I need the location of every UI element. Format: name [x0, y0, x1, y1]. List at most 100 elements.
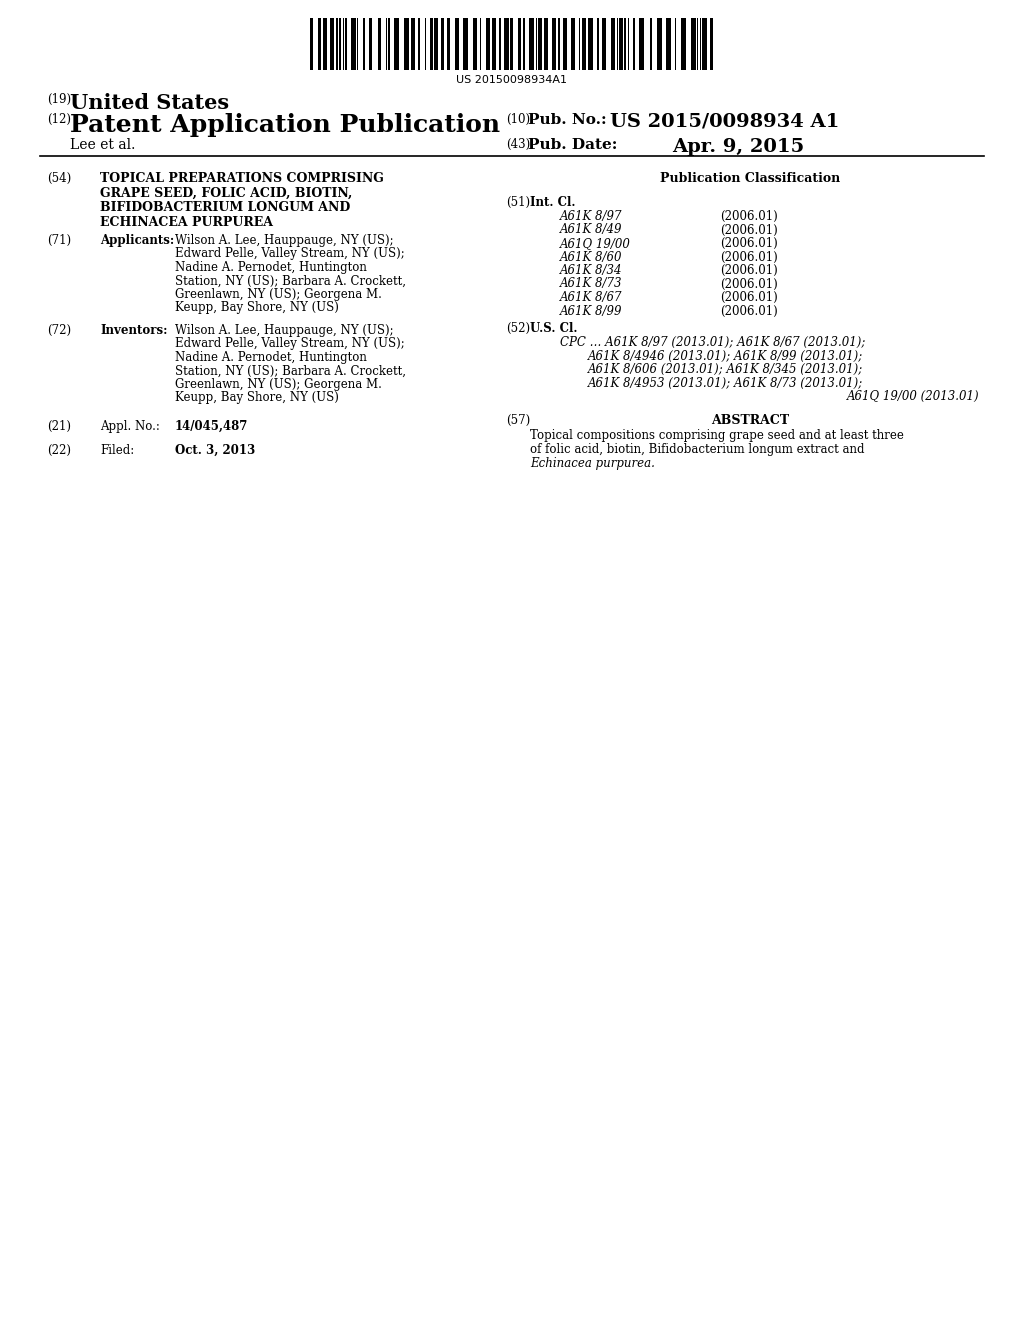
Bar [639, 18, 644, 70]
Bar [563, 18, 567, 70]
Bar [701, 18, 707, 70]
Text: (10): (10) [506, 114, 530, 125]
Bar [370, 18, 373, 70]
Text: Int. Cl.: Int. Cl. [530, 195, 575, 209]
Bar [558, 18, 560, 70]
Text: (12): (12) [47, 114, 71, 125]
Text: Echinacea purpurea.: Echinacea purpurea. [530, 457, 655, 470]
Text: A61K 8/97: A61K 8/97 [560, 210, 623, 223]
Text: A61Q 19/00 (2013.01): A61Q 19/00 (2013.01) [848, 389, 980, 403]
Text: A61Q 19/00: A61Q 19/00 [560, 238, 631, 249]
Text: Nadine A. Pernodet, Huntington: Nadine A. Pernodet, Huntington [175, 351, 367, 364]
Text: (2006.01): (2006.01) [720, 290, 778, 304]
Text: ABSTRACT: ABSTRACT [711, 413, 790, 426]
Text: Keupp, Bay Shore, NY (US): Keupp, Bay Shore, NY (US) [175, 301, 339, 314]
Text: A61K 8/4946 (2013.01); A61K 8/99 (2013.01);: A61K 8/4946 (2013.01); A61K 8/99 (2013.0… [588, 350, 863, 363]
Text: (2006.01): (2006.01) [720, 305, 778, 318]
Text: (2006.01): (2006.01) [720, 238, 778, 249]
Text: Station, NY (US); Barbara A. Crockett,: Station, NY (US); Barbara A. Crockett, [175, 364, 406, 378]
Text: Oct. 3, 2013: Oct. 3, 2013 [175, 444, 255, 457]
Bar [387, 18, 389, 70]
Bar [571, 18, 574, 70]
Bar [544, 18, 548, 70]
Bar [330, 18, 334, 70]
Bar [500, 18, 502, 70]
Bar [493, 18, 497, 70]
Text: A61K 8/73: A61K 8/73 [560, 277, 623, 290]
Text: (72): (72) [47, 323, 71, 337]
Text: Appl. No.:: Appl. No.: [100, 420, 160, 433]
Bar [588, 18, 593, 70]
Text: Pub. No.:: Pub. No.: [528, 114, 606, 127]
Text: Inventors:: Inventors: [100, 323, 168, 337]
Text: United States: United States [70, 92, 229, 114]
Text: US 2015/0098934 A1: US 2015/0098934 A1 [610, 114, 840, 131]
Text: Patent Application Publication: Patent Application Publication [70, 114, 500, 137]
Text: BIFIDOBACTERIUM LONGUM AND: BIFIDOBACTERIUM LONGUM AND [100, 201, 350, 214]
Text: (22): (22) [47, 444, 71, 457]
Bar [649, 18, 651, 70]
Bar [691, 18, 696, 70]
Bar [511, 18, 512, 70]
Text: A61K 8/60: A61K 8/60 [560, 251, 623, 264]
Text: A61K 8/4953 (2013.01); A61K 8/73 (2013.01);: A61K 8/4953 (2013.01); A61K 8/73 (2013.0… [588, 376, 863, 389]
Text: Greenlawn, NY (US); Georgena M.: Greenlawn, NY (US); Georgena M. [175, 378, 382, 391]
Text: Nadine A. Pernodet, Huntington: Nadine A. Pernodet, Huntington [175, 261, 367, 275]
Bar [364, 18, 366, 70]
Bar [666, 18, 671, 70]
Bar [602, 18, 606, 70]
Bar [310, 18, 313, 70]
Text: of folic acid, biotin, Bifidobacterium longum extract and: of folic acid, biotin, Bifidobacterium l… [530, 444, 864, 455]
Text: A61K 8/49: A61K 8/49 [560, 223, 623, 236]
Bar [625, 18, 627, 70]
Bar [455, 18, 459, 70]
Text: Edward Pelle, Valley Stream, NY (US);: Edward Pelle, Valley Stream, NY (US); [175, 248, 404, 260]
Bar [582, 18, 586, 70]
Bar [710, 18, 713, 70]
Bar [656, 18, 662, 70]
Bar [517, 18, 520, 70]
Text: Greenlawn, NY (US); Georgena M.: Greenlawn, NY (US); Georgena M. [175, 288, 382, 301]
Bar [463, 18, 468, 70]
Text: Station, NY (US); Barbara A. Crockett,: Station, NY (US); Barbara A. Crockett, [175, 275, 406, 288]
Text: (71): (71) [47, 234, 71, 247]
Bar [538, 18, 542, 70]
Bar [318, 18, 322, 70]
Text: (52): (52) [506, 322, 530, 335]
Bar [418, 18, 420, 70]
Text: (51): (51) [506, 195, 530, 209]
Bar [403, 18, 409, 70]
Text: Apr. 9, 2015: Apr. 9, 2015 [672, 139, 804, 156]
Text: A61K 8/67: A61K 8/67 [560, 290, 623, 304]
Text: Pub. Date:: Pub. Date: [528, 139, 617, 152]
Bar [393, 18, 398, 70]
Bar [441, 18, 444, 70]
Text: (2006.01): (2006.01) [720, 210, 778, 223]
Text: Publication Classification: Publication Classification [659, 172, 840, 185]
Text: (54): (54) [47, 172, 72, 185]
Text: A61K 8/34: A61K 8/34 [560, 264, 623, 277]
Text: Wilson A. Lee, Hauppauge, NY (US);: Wilson A. Lee, Hauppauge, NY (US); [175, 234, 393, 247]
Bar [620, 18, 624, 70]
Bar [411, 18, 415, 70]
Text: CPC … A61K 8/97 (2013.01); A61K 8/67 (2013.01);: CPC … A61K 8/97 (2013.01); A61K 8/67 (20… [560, 337, 865, 348]
Text: Applicants:: Applicants: [100, 234, 174, 247]
Text: (19): (19) [47, 92, 71, 106]
Text: Wilson A. Lee, Hauppauge, NY (US);: Wilson A. Lee, Hauppauge, NY (US); [175, 323, 393, 337]
Bar [430, 18, 433, 70]
Bar [336, 18, 338, 70]
Bar [681, 18, 686, 70]
Text: Topical compositions comprising grape seed and at least three: Topical compositions comprising grape se… [530, 429, 904, 442]
Bar [611, 18, 615, 70]
Bar [339, 18, 341, 70]
Text: U.S. Cl.: U.S. Cl. [530, 322, 578, 335]
Text: (43): (43) [506, 139, 530, 150]
Text: (21): (21) [47, 420, 71, 433]
Text: ECHINACEA PURPUREA: ECHINACEA PURPUREA [100, 215, 273, 228]
Text: (2006.01): (2006.01) [720, 251, 778, 264]
Text: TOPICAL PREPARATIONS COMPRISING: TOPICAL PREPARATIONS COMPRISING [100, 172, 384, 185]
Text: (57): (57) [506, 413, 530, 426]
Bar [434, 18, 438, 70]
Bar [597, 18, 599, 70]
Bar [351, 18, 356, 70]
